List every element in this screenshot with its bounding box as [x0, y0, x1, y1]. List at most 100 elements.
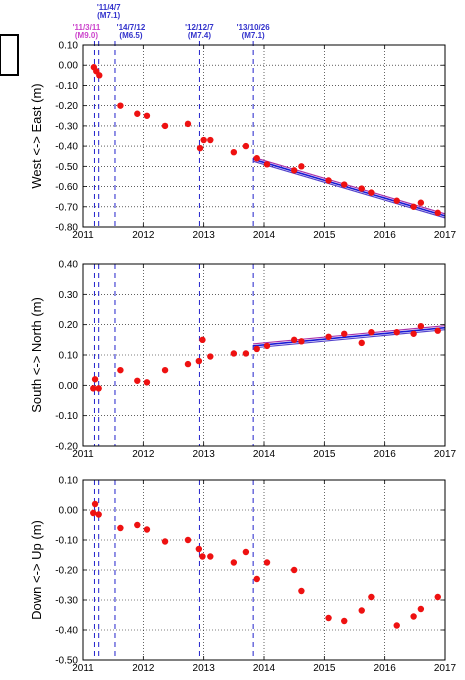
data-point	[200, 136, 207, 144]
x-tick-label: 2011	[72, 449, 94, 460]
y-tick-label: -0.50	[55, 656, 78, 667]
y-tick-label: 0.10	[59, 476, 79, 487]
plot-frame	[82, 479, 446, 661]
y-tick-label: 0.00	[59, 506, 79, 517]
x-tick-label: 2013	[193, 663, 216, 674]
y-tick-label: -0.40	[55, 626, 78, 637]
x-tick-label: 2014	[253, 663, 276, 674]
event-magnitude-label: (M9.0)	[75, 31, 98, 40]
y-tick-label: 0.10	[59, 41, 79, 52]
x-tick-label: 2014	[253, 230, 276, 241]
data-point	[263, 559, 271, 566]
data-point	[95, 511, 102, 518]
data-point	[230, 559, 238, 566]
data-point	[143, 526, 151, 533]
panel-1: 0.10 0.00 -0.10 -0.20 -0.30 -0.40 -0.50 -0.60 -0…	[29, 41, 457, 242]
y-tick-label: -0.40	[55, 142, 78, 153]
data-point	[325, 614, 332, 622]
data-point	[117, 366, 124, 374]
y-tick-label: -0.10	[55, 81, 78, 92]
y-tick-label: 0.30	[59, 290, 79, 301]
data-point	[161, 538, 169, 545]
data-point	[134, 377, 141, 384]
data-point	[298, 338, 305, 345]
x-tick-label: 2011	[72, 663, 94, 674]
y-tick-label: -0.20	[55, 442, 78, 453]
data-point	[199, 553, 206, 560]
data-point	[290, 167, 298, 174]
plot-frame	[82, 44, 446, 228]
data-point	[207, 353, 214, 360]
data-point	[253, 345, 260, 353]
data-point	[434, 327, 441, 334]
data-point	[434, 593, 441, 601]
y-tick-label: -0.80	[55, 223, 78, 234]
data-point	[298, 587, 305, 595]
earthquake-event-labels: '11/3/11(M9.0)'11/4/7(M7.1)'14/7/12(M6.5…	[73, 3, 271, 40]
data-point	[410, 203, 417, 210]
data-point	[417, 322, 425, 330]
data-point	[358, 185, 365, 192]
y-tick-label: 0.00	[59, 381, 79, 392]
data-point	[161, 366, 169, 374]
event-date-label: '14/7/12	[117, 23, 146, 32]
y-axis-label: South <-> North (m)	[29, 297, 44, 413]
x-tick-label: 2015	[313, 449, 336, 460]
y-tick-label: 0.00	[59, 61, 79, 72]
data-point	[134, 521, 141, 529]
y-tick-label: -0.60	[55, 182, 78, 193]
data-point	[242, 142, 250, 150]
y-tick-label: -0.10	[55, 411, 78, 422]
y-tick-label: 0.20	[59, 320, 79, 331]
trend-line-upper	[253, 325, 446, 345]
x-tick-label: 2013	[193, 449, 216, 460]
data-point	[117, 102, 124, 109]
data-point	[341, 617, 348, 625]
data-point	[242, 548, 250, 556]
y-tick-label: -0.20	[55, 101, 78, 112]
x-tick-label: 2017	[434, 230, 457, 241]
data-point	[263, 342, 271, 350]
trend-line	[253, 326, 446, 347]
data-point	[195, 357, 203, 365]
data-point	[230, 148, 238, 156]
data-point	[341, 330, 348, 337]
data-point	[242, 350, 250, 357]
data-point	[96, 72, 103, 79]
data-point	[393, 197, 400, 204]
x-tick-label: 2012	[132, 663, 155, 674]
data-point	[434, 209, 441, 217]
data-point	[410, 330, 417, 337]
plot-frame	[82, 263, 446, 447]
data-point	[91, 376, 99, 383]
data-point	[95, 385, 102, 392]
x-tick-label: 2012	[132, 449, 155, 460]
data-point	[263, 161, 271, 168]
data-point	[253, 575, 260, 583]
data-point	[417, 605, 425, 613]
y-tick-label: -0.70	[55, 202, 78, 213]
data-point	[393, 329, 400, 336]
panels: 0.10 0.00 -0.10 -0.20 -0.30 -0.40 -0.50 -0.60 -0…	[29, 41, 457, 675]
data-point	[368, 593, 375, 601]
event-date-label: '13/10/26	[237, 23, 271, 32]
data-point	[410, 613, 417, 620]
event-date-label: '11/3/11	[73, 23, 101, 32]
event-magnitude-label: (M7.4)	[188, 31, 211, 40]
y-tick-label: -0.30	[55, 596, 78, 607]
data-point	[143, 112, 151, 119]
data-point	[358, 339, 365, 347]
data-point	[184, 120, 192, 128]
y-axis-label: West <-> East (m)	[29, 83, 44, 188]
data-point	[298, 163, 305, 170]
data-point	[207, 136, 214, 144]
data-point	[325, 177, 332, 184]
data-point	[184, 536, 192, 544]
data-point	[230, 350, 238, 357]
y-tick-label: -0.30	[55, 121, 78, 132]
data-point	[417, 199, 425, 206]
data-point	[358, 607, 365, 614]
x-tick-label: 2017	[434, 449, 457, 460]
event-date-label: '12/12/7	[185, 23, 214, 32]
